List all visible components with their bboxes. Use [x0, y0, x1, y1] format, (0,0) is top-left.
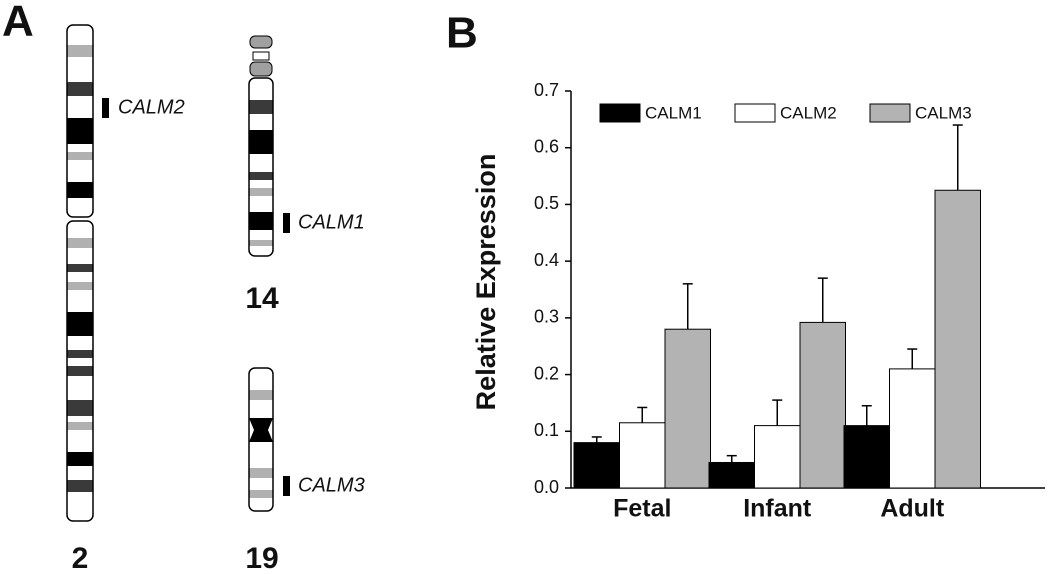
band: [249, 188, 273, 196]
band: [67, 264, 93, 272]
y-tick-label: 0.7: [534, 80, 559, 100]
band: [67, 422, 93, 430]
band: [67, 282, 93, 290]
band: [67, 312, 93, 336]
chromosome-arm: [66, 220, 94, 522]
band: [67, 366, 93, 376]
y-tick-label: 0.2: [534, 363, 559, 383]
band: [67, 238, 93, 248]
bar: [889, 368, 936, 489]
bar: [708, 461, 755, 489]
legend-swatch: [869, 103, 911, 123]
band: [67, 350, 93, 358]
y-tick-label: 0.5: [534, 193, 559, 213]
bar: [843, 425, 890, 489]
chromosome-14: [248, 35, 274, 257]
band: [249, 212, 273, 230]
band: [67, 452, 93, 466]
y-tick-label: 0.6: [534, 136, 559, 156]
chromosome-arm: [66, 24, 94, 218]
x-tick-label: Infant: [743, 495, 812, 523]
gene-marker: [283, 213, 290, 233]
band: [67, 82, 93, 96]
bar: [619, 422, 666, 489]
centromere: [249, 418, 273, 442]
y-tick-label: 0.4: [534, 250, 559, 270]
chromosome-2: [66, 24, 94, 522]
short-arm: [249, 61, 273, 77]
bar: [754, 425, 801, 489]
band: [67, 152, 93, 160]
y-tick-label: 0.0: [534, 477, 559, 497]
chromosome-outline: [248, 367, 274, 512]
band: [67, 45, 93, 57]
chromosome-19: [248, 367, 274, 512]
x-tick-label: Fetal: [613, 495, 671, 523]
legend-swatch: [734, 103, 776, 123]
band: [249, 130, 273, 154]
band: [67, 400, 93, 416]
panel-label: B: [446, 9, 478, 58]
gene-marker: [283, 476, 290, 496]
legend-label: CALM3: [915, 103, 972, 122]
bar: [664, 328, 711, 489]
chromosome-arm: [248, 77, 274, 257]
legend-label: CALM1: [645, 103, 702, 122]
band: [249, 172, 273, 180]
band: [249, 100, 273, 114]
chromosome-number: 19: [245, 542, 278, 575]
chromosome-number: 2: [72, 542, 89, 575]
bar: [934, 189, 981, 489]
band: [249, 240, 273, 246]
stalk: [252, 51, 270, 61]
band: [249, 468, 273, 478]
satellite: [249, 35, 273, 49]
legend-label: CALM2: [780, 103, 837, 122]
chromosome-number: 14: [245, 282, 279, 315]
bar: [799, 321, 846, 489]
bar: [573, 442, 620, 489]
band: [249, 390, 273, 400]
y-axis-label: Relative Expression: [471, 154, 501, 411]
x-tick-label: Adult: [880, 495, 945, 523]
gene-label: CALM2: [118, 96, 185, 118]
gene-marker: [102, 98, 109, 118]
gene-label: CALM1: [298, 211, 365, 233]
legend-swatch: [599, 103, 641, 123]
y-tick-label: 0.1: [534, 420, 559, 440]
y-tick-label: 0.3: [534, 307, 559, 327]
band: [67, 480, 93, 492]
gene-label: CALM3: [298, 474, 365, 496]
band: [67, 182, 93, 198]
band: [67, 118, 93, 144]
band: [249, 490, 273, 498]
panel-label: A: [2, 0, 34, 46]
